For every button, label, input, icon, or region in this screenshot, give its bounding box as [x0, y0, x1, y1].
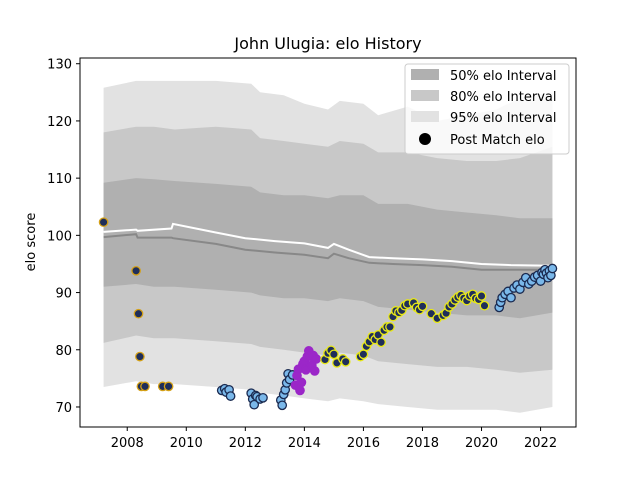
y-tick-label: 130 [47, 58, 72, 73]
y-tick-label: 80 [55, 344, 72, 359]
y-tick-label: 100 [47, 229, 72, 244]
legend-swatch-95 [411, 111, 439, 122]
post-match-point [506, 292, 516, 303]
x-tick-label: 2008 [111, 436, 144, 451]
legend-label-50: 50% elo Interval [450, 69, 557, 84]
post-match-point [385, 322, 395, 332]
post-match-point [296, 377, 307, 388]
post-match-point [547, 263, 558, 274]
y-axis: 70 80 90 100 110 120 130 [47, 58, 80, 416]
plot-frame [79, 57, 577, 428]
y-tick-label: 70 [55, 401, 72, 416]
legend-swatch-50 [411, 69, 439, 80]
post-match-points [98, 217, 558, 411]
x-tick-label: 2012 [229, 436, 262, 451]
post-match-point [417, 301, 428, 312]
x-tick-label: 2018 [406, 436, 439, 451]
x-axis: 2008 2010 2012 2014 2016 2018 2020 2022 [111, 427, 557, 451]
post-match-point [358, 349, 369, 360]
legend: 50% elo Interval 80% elo Interval 95% el… [404, 63, 570, 155]
post-match-point [133, 308, 144, 319]
post-match-point [311, 354, 322, 364]
y-axis-label: elo score [24, 213, 39, 272]
post-match-point [131, 265, 141, 276]
x-tick-label: 2022 [524, 436, 557, 451]
post-match-point [476, 291, 487, 301]
legend-box [404, 63, 570, 155]
median-elo-line [103, 222, 553, 267]
post-match-point [140, 381, 150, 392]
post-match-point [340, 356, 351, 367]
y-tick-label: 110 [47, 172, 72, 187]
post-match-point [98, 217, 109, 228]
x-tick-label: 2010 [170, 436, 203, 451]
post-match-point [163, 381, 174, 392]
x-tick-label: 2016 [347, 436, 380, 451]
post-match-point [329, 349, 339, 360]
legend-label-95: 95% elo Interval [450, 111, 557, 126]
post-match-point [277, 400, 288, 411]
chart-title: John Ulugia: elo History [233, 34, 421, 53]
y-tick-label: 90 [55, 287, 72, 302]
legend-label-post-match: Post Match elo [450, 133, 545, 148]
post-match-point [258, 392, 268, 403]
elo-lines [103, 222, 553, 271]
post-match-point [225, 391, 236, 401]
post-match-point [376, 337, 386, 348]
post-match-point [309, 366, 320, 376]
x-tick-label: 2020 [465, 436, 498, 451]
y-tick-label: 120 [47, 115, 72, 130]
legend-label-80: 80% elo Interval [450, 90, 557, 105]
mean-elo-line [103, 233, 553, 271]
post-match-point [479, 300, 490, 311]
post-match-point [295, 385, 305, 396]
legend-marker-post-match [419, 133, 431, 145]
x-tick-label: 2014 [288, 436, 321, 451]
post-match-point [135, 351, 145, 362]
legend-swatch-80 [411, 90, 439, 101]
